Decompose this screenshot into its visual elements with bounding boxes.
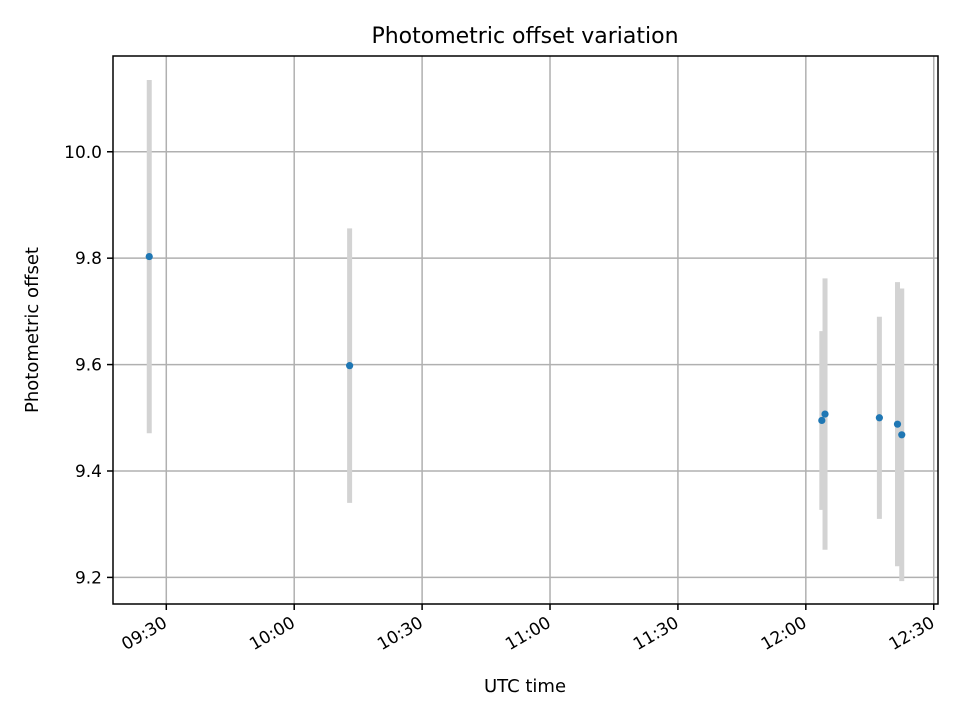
point-layer xyxy=(145,252,906,439)
data-point xyxy=(821,410,829,418)
data-point xyxy=(346,362,354,370)
y-tick-label: 9.6 xyxy=(75,356,102,376)
y-tick-label: 9.4 xyxy=(75,462,102,482)
data-point xyxy=(893,420,902,428)
grid-layer xyxy=(113,56,938,604)
plot-frame xyxy=(112,55,939,605)
chart-title: Photometric offset variation xyxy=(371,24,678,49)
y-tick-label: 10.0 xyxy=(64,143,102,163)
data-point xyxy=(898,431,906,439)
data-point xyxy=(818,416,826,425)
y-tick-label: 9.2 xyxy=(75,568,102,588)
y-axis-label: Photometric offset xyxy=(22,247,43,413)
x-axis-label: UTC time xyxy=(484,676,566,697)
data-point xyxy=(875,414,883,422)
data-point xyxy=(145,252,153,261)
y-tick-label: 9.8 xyxy=(75,249,102,269)
